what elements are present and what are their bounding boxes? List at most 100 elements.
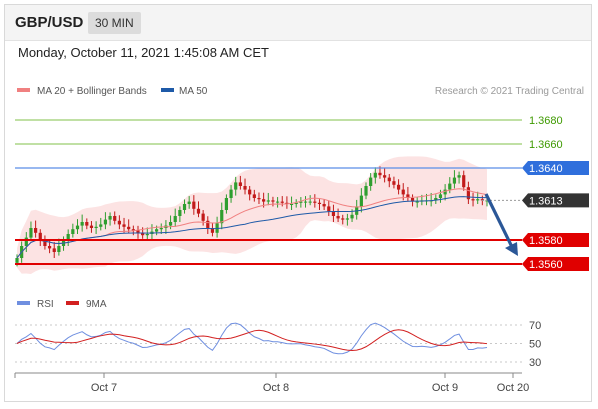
candle xyxy=(38,229,42,246)
timestamp: Monday, October 11, 2021 1:45:08 AM CET xyxy=(18,45,269,60)
candle xyxy=(280,196,284,207)
candle xyxy=(224,194,229,214)
candle xyxy=(252,189,256,202)
candle xyxy=(471,192,475,207)
candle xyxy=(89,221,94,233)
candle xyxy=(187,196,191,209)
level-label: 1.3660 xyxy=(529,139,563,151)
x-tick-label: Oct 7 xyxy=(91,382,117,394)
candle xyxy=(313,194,317,208)
legend-label-ma50: MA 50 xyxy=(179,86,208,97)
level-1.3560: 1.3560 xyxy=(15,257,589,271)
candle xyxy=(392,176,396,189)
candle xyxy=(462,170,466,191)
candle xyxy=(52,241,56,258)
candle xyxy=(294,199,298,208)
candle xyxy=(299,197,303,208)
candle xyxy=(345,213,349,226)
candle xyxy=(257,192,261,204)
candle xyxy=(415,197,419,208)
legend-swatch-9ma xyxy=(66,301,79,305)
candle xyxy=(99,217,103,231)
candle xyxy=(94,221,98,234)
rsi-level-label: 30 xyxy=(529,357,541,369)
bollinger-fill xyxy=(17,156,487,275)
candle xyxy=(66,229,70,246)
candle xyxy=(206,216,210,234)
candle xyxy=(201,210,205,226)
candle xyxy=(327,200,331,216)
candle xyxy=(369,173,373,191)
rsi-level-label: 50 xyxy=(529,339,541,351)
candle xyxy=(317,199,322,210)
candle xyxy=(178,206,182,222)
candle xyxy=(406,186,410,202)
candle xyxy=(192,195,196,215)
candle xyxy=(215,216,219,238)
candles xyxy=(15,166,489,267)
legend-label-9ma: 9MA xyxy=(86,299,107,310)
candle xyxy=(117,215,121,230)
candle xyxy=(220,202,224,230)
level-label: 1.3680 xyxy=(529,115,563,127)
candle xyxy=(438,189,443,203)
x-tick: Oct 9 xyxy=(432,373,458,394)
candle xyxy=(196,201,201,218)
candle xyxy=(80,214,84,232)
candle xyxy=(145,227,149,240)
rsi-ma-line xyxy=(16,329,488,352)
level-1.3580: 1.3580 xyxy=(15,233,589,247)
rsi-level-70: 70 xyxy=(15,320,541,332)
candle xyxy=(29,221,33,242)
moving-averages xyxy=(16,188,488,259)
level-1.3660: 1.3660 xyxy=(15,139,563,151)
candle xyxy=(103,212,108,230)
candle xyxy=(322,199,326,210)
x-tick-label: Oct 8 xyxy=(263,382,289,394)
bollinger-band xyxy=(17,156,487,275)
candle xyxy=(271,196,275,207)
candle xyxy=(275,197,280,208)
copyright: Research © 2021 Trading Central xyxy=(435,86,584,97)
rsi-level-label: 70 xyxy=(529,320,541,332)
x-tick-label: Oct 20 xyxy=(497,382,529,394)
rsi-panel: 70 50 30 xyxy=(15,320,541,369)
candle xyxy=(238,175,242,190)
candle xyxy=(387,174,391,188)
candle xyxy=(359,188,363,213)
legend-label-ma20: MA 20 + Bollinger Bands xyxy=(37,86,147,97)
forecast-arrow-head xyxy=(505,242,518,256)
candle xyxy=(136,225,140,239)
candle xyxy=(396,179,401,195)
level-1.3680: 1.3680 xyxy=(15,115,563,127)
rsi-level-50: 50 xyxy=(15,339,541,351)
legend-swatch-rsi xyxy=(17,301,30,305)
candle xyxy=(364,182,368,200)
candle xyxy=(182,199,187,214)
candle xyxy=(331,204,336,222)
candle xyxy=(229,185,233,203)
candle xyxy=(127,219,131,233)
x-tick: Oct 7 xyxy=(91,373,117,394)
ma50-line xyxy=(16,196,488,259)
candle xyxy=(383,167,387,183)
candle xyxy=(443,184,447,201)
candle xyxy=(234,176,238,196)
candle xyxy=(57,238,61,256)
timeframe-badge[interactable]: 30 MIN xyxy=(88,12,141,34)
candle xyxy=(34,220,38,238)
candle xyxy=(85,218,89,230)
level-1.3613: 1.3613 xyxy=(482,193,589,208)
x-tick: Oct 20 xyxy=(497,373,529,394)
candle xyxy=(24,232,28,252)
candle xyxy=(336,208,340,222)
rsi-level-30: 30 xyxy=(15,357,541,369)
rsi-line xyxy=(16,322,488,355)
candle xyxy=(108,212,112,226)
forecast-arrow-line xyxy=(484,193,514,248)
level-1.3640: 1.3640 xyxy=(15,161,589,175)
x-tick: Oct 8 xyxy=(263,373,289,394)
candle xyxy=(308,195,312,206)
candle xyxy=(243,178,247,195)
symbol-label: GBP/USD xyxy=(15,14,84,31)
